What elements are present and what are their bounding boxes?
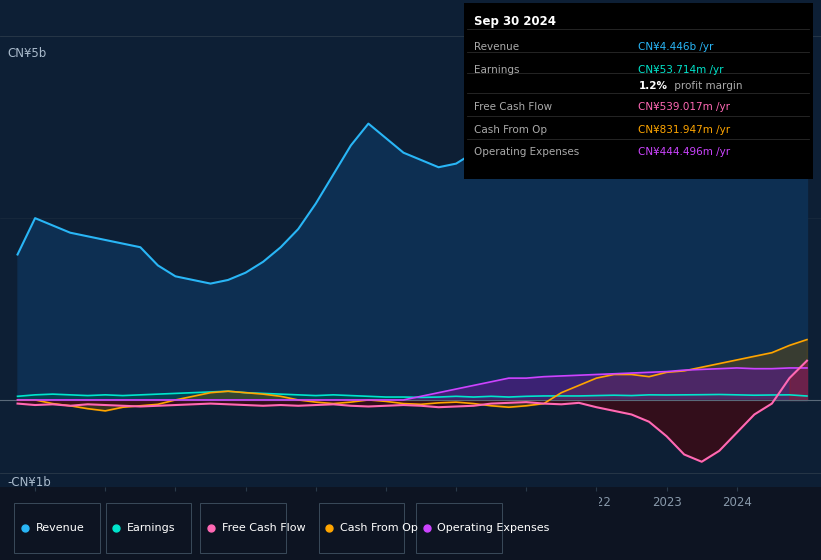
Text: CN¥4.446b /yr: CN¥4.446b /yr [639, 41, 713, 52]
Text: Revenue: Revenue [35, 523, 84, 533]
Text: -CN¥1b: -CN¥1b [7, 477, 51, 489]
Text: profit margin: profit margin [672, 81, 743, 91]
Text: Earnings: Earnings [475, 64, 520, 74]
Text: Cash From Op: Cash From Op [340, 523, 418, 533]
Text: CN¥831.947m /yr: CN¥831.947m /yr [639, 124, 731, 134]
Text: Operating Expenses: Operating Expenses [438, 523, 550, 533]
Text: Earnings: Earnings [127, 523, 176, 533]
Text: Revenue: Revenue [475, 41, 520, 52]
Text: Free Cash Flow: Free Cash Flow [222, 523, 305, 533]
Text: CN¥53.714m /yr: CN¥53.714m /yr [639, 64, 724, 74]
Text: CN¥444.496m /yr: CN¥444.496m /yr [639, 147, 731, 157]
Text: 1.2%: 1.2% [639, 81, 667, 91]
Text: CN¥539.017m /yr: CN¥539.017m /yr [639, 101, 731, 111]
Text: CN¥5b: CN¥5b [7, 47, 46, 60]
Text: Sep 30 2024: Sep 30 2024 [475, 15, 557, 28]
Text: Cash From Op: Cash From Op [475, 124, 548, 134]
Text: Operating Expenses: Operating Expenses [475, 147, 580, 157]
Text: Free Cash Flow: Free Cash Flow [475, 101, 553, 111]
